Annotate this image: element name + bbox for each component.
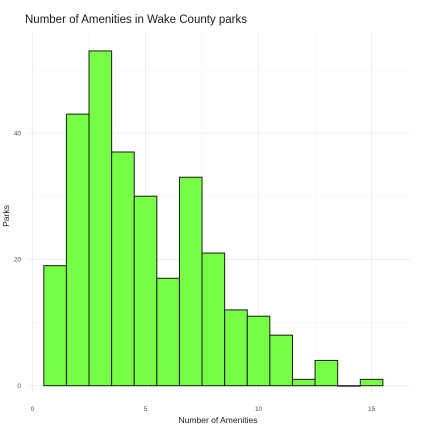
y-tick-label: 40: [14, 130, 22, 137]
histogram-bar-1: [65, 113, 90, 387]
histogram-bar-9: [246, 315, 271, 387]
histogram-bar-11: [291, 378, 316, 387]
histogram-bar-10: [269, 334, 293, 387]
x-axis-title: Number of Amenities: [179, 415, 258, 425]
histogram-bar-7: [201, 252, 226, 387]
histogram-bar-3: [111, 151, 135, 387]
x-tick-label: 0: [31, 406, 35, 413]
histogram-bars: [43, 50, 384, 387]
histogram-bar-2: [88, 50, 113, 387]
histogram-bar-0: [43, 265, 67, 387]
chart-title: Number of Amenities in Wake County parks: [25, 14, 247, 26]
x-tick-label: 10: [255, 406, 263, 413]
histogram-bar-14: [359, 378, 384, 387]
x-tick-label: 15: [368, 406, 376, 413]
histogram-bar-13: [337, 385, 361, 387]
histogram-bar-8: [224, 309, 248, 387]
histogram-bar-5: [156, 277, 180, 387]
tick-labels: 0 5 10 15 0 20 40: [14, 130, 376, 413]
histogram-bar-6: [178, 176, 203, 387]
y-tick-label: 0: [17, 383, 21, 390]
histogram-bar-12: [314, 359, 339, 387]
y-axis-title: Parks: [1, 205, 11, 227]
x-tick-label: 5: [144, 406, 148, 413]
y-tick-label: 20: [14, 257, 22, 264]
histogram-bar-4: [133, 195, 158, 387]
